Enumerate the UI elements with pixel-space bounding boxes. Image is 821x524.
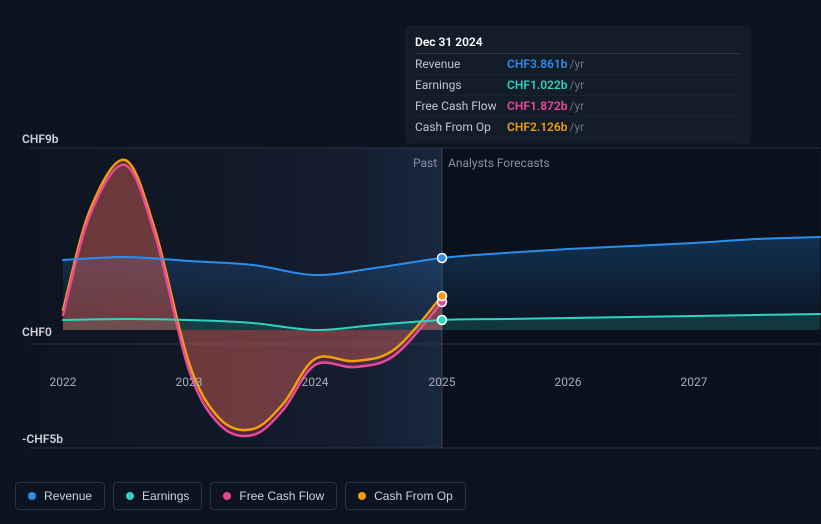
legend-dot: [126, 492, 134, 500]
tooltip-label: Revenue: [415, 57, 507, 71]
legend-item-revenue[interactable]: Revenue: [15, 482, 105, 510]
tooltip-date: Dec 31 2024: [415, 31, 740, 54]
legend-item-cash-from-op[interactable]: Cash From Op: [345, 482, 466, 510]
tooltip-value: CHF1.022b: [507, 78, 568, 92]
x-axis-label: 2027: [681, 375, 708, 389]
tooltip-value: CHF3.861b: [507, 57, 568, 71]
tooltip-unit: /yr: [570, 120, 585, 134]
legend-label: Earnings: [142, 489, 189, 503]
section-label-past: Past: [413, 156, 437, 170]
legend-dot: [223, 492, 231, 500]
tooltip-row: RevenueCHF3.861b/yr: [415, 54, 740, 75]
legend-label: Free Cash Flow: [239, 489, 324, 503]
legend-item-earnings[interactable]: Earnings: [113, 482, 202, 510]
chart-tooltip: Dec 31 2024 RevenueCHF3.861b/yrEarningsC…: [405, 25, 750, 144]
y-axis-label: -CHF5b: [22, 432, 63, 446]
tooltip-unit: /yr: [570, 99, 585, 113]
tooltip-label: Free Cash Flow: [415, 99, 507, 113]
x-axis-label: 2025: [429, 375, 456, 389]
section-label-forecast: Analysts Forecasts: [448, 156, 550, 170]
chart-legend: Revenue Earnings Free Cash Flow Cash From O…: [15, 482, 466, 510]
tooltip-label: Earnings: [415, 78, 507, 92]
x-axis-label: 2024: [302, 375, 329, 389]
legend-item-free-cash-flow[interactable]: Free Cash Flow: [210, 482, 337, 510]
series-marker: [438, 316, 447, 325]
x-axis-label: 2022: [50, 375, 77, 389]
tooltip-value: CHF1.872b: [507, 99, 568, 113]
legend-label: Revenue: [44, 489, 92, 503]
x-axis-label: 2026: [555, 375, 582, 389]
y-axis-label: CHF0: [22, 325, 52, 339]
tooltip-unit: /yr: [570, 78, 585, 92]
series-marker: [438, 254, 447, 263]
tooltip-value: CHF2.126b: [507, 120, 568, 134]
legend-dot: [28, 492, 36, 500]
y-axis-label: CHF9b: [22, 132, 59, 146]
tooltip-unit: /yr: [570, 57, 585, 71]
financial-chart: Dec 31 2024 RevenueCHF3.861b/yrEarningsC…: [15, 5, 805, 443]
tooltip-row: Cash From OpCHF2.126b/yr: [415, 117, 740, 138]
series-marker: [438, 292, 447, 301]
legend-label: Cash From Op: [374, 489, 453, 503]
legend-dot: [358, 492, 366, 500]
tooltip-label: Cash From Op: [415, 120, 507, 134]
x-axis-label: 2023: [176, 375, 203, 389]
tooltip-row: EarningsCHF1.022b/yr: [415, 75, 740, 96]
tooltip-row: Free Cash FlowCHF1.872b/yr: [415, 96, 740, 117]
